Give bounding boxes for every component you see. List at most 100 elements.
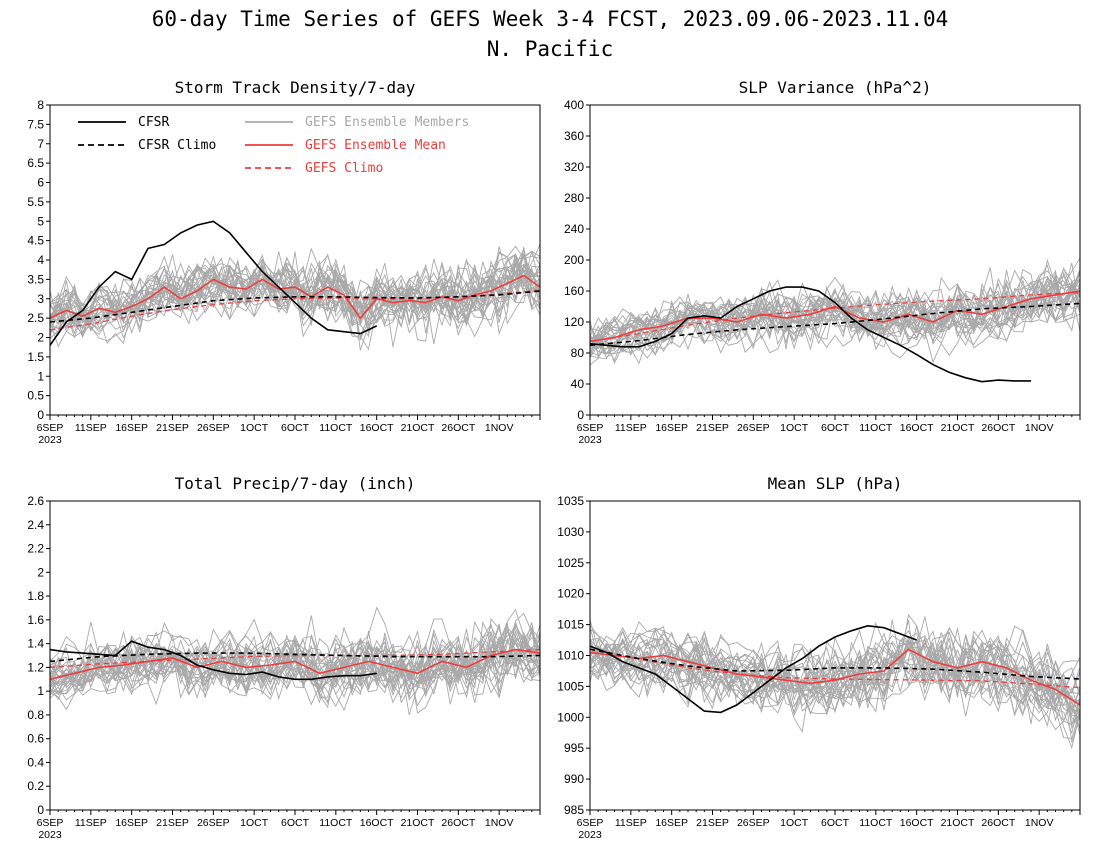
- x-tick-label: 16OCT: [360, 817, 394, 829]
- y-tick-label: 280: [564, 191, 584, 205]
- ensemble-member-line: [590, 640, 1080, 711]
- y-tick-label: 4: [37, 253, 44, 267]
- x-tick-label: 21OCT: [401, 422, 435, 434]
- x-tick-label: 26OCT: [441, 817, 475, 829]
- y-tick-label: 1005: [557, 679, 584, 693]
- chart-title: Storm Track Density/7-day: [175, 78, 416, 97]
- y-tick-label: 1: [37, 684, 44, 698]
- y-tick-label: 80: [571, 346, 585, 360]
- ensemble-member-line: [590, 645, 1080, 735]
- x-tick-label: 1OCT: [240, 422, 269, 434]
- x-tick-label: 16SEP: [115, 817, 148, 829]
- x-year-label: 2023: [38, 829, 62, 841]
- y-tick-label: 1.5: [27, 350, 44, 364]
- y-tick-label: 1035: [557, 494, 584, 508]
- y-tick-label: 240: [564, 222, 584, 236]
- y-tick-label: 0.4: [27, 755, 44, 769]
- x-tick-label: 26OCT: [441, 422, 475, 434]
- y-tick-label: 120: [564, 315, 584, 329]
- y-tick-label: 990: [564, 772, 584, 786]
- x-year-label: 2023: [578, 434, 602, 446]
- ensemble-member-line: [590, 279, 1080, 343]
- x-tick-label: 1NOV: [485, 817, 514, 829]
- ensemble-member-line: [50, 254, 540, 351]
- legend-cfsr-climo-label: CFSR Climo: [138, 138, 216, 153]
- y-tick-label: 0: [577, 408, 584, 422]
- y-tick-label: 5.5: [27, 195, 44, 209]
- x-year-label: 2023: [578, 829, 602, 841]
- y-tick-label: 8: [37, 98, 44, 112]
- ensemble-member-line: [590, 280, 1080, 343]
- ensemble-member-line: [590, 276, 1080, 358]
- y-tick-label: 1025: [557, 556, 584, 570]
- y-tick-label: 5: [37, 214, 44, 228]
- y-tick-label: 4.5: [27, 234, 44, 248]
- x-tick-label: 21SEP: [156, 422, 189, 434]
- x-tick-label: 21SEP: [156, 817, 189, 829]
- x-tick-label: 6OCT: [821, 422, 850, 434]
- x-tick-label: 16OCT: [360, 422, 394, 434]
- ensemble-member-line: [590, 287, 1080, 365]
- y-tick-label: 985: [564, 803, 584, 817]
- ensemble-member-line: [590, 291, 1080, 364]
- gefs-mean-line: [50, 648, 540, 681]
- x-tick-label: 11OCT: [319, 817, 353, 829]
- chart-title: Total Precip/7-day (inch): [175, 474, 416, 493]
- legend-cfsr-label: CFSR: [138, 115, 169, 130]
- chart-panel-3: Total Precip/7-day (inch)00.20.40.60.811…: [27, 474, 541, 841]
- y-tick-label: 2.4: [27, 518, 44, 532]
- x-tick-label: 6SEP: [577, 422, 604, 434]
- y-tick-label: 1010: [557, 649, 584, 663]
- gefs-climo-line: [50, 648, 540, 669]
- x-tick-label: 26SEP: [737, 422, 770, 434]
- ensemble-member-line: [50, 628, 540, 687]
- chart-title: SLP Variance (hPa^2): [739, 78, 932, 97]
- ensemble-member-line: [50, 621, 540, 685]
- y-tick-label: 2.2: [27, 542, 44, 556]
- y-tick-label: 1015: [557, 618, 584, 632]
- x-tick-label: 11SEP: [75, 817, 107, 829]
- x-tick-label: 1OCT: [780, 422, 809, 434]
- ensemble-member-line: [50, 257, 540, 336]
- x-tick-label: 11SEP: [75, 422, 107, 434]
- ensemble-member-line: [50, 631, 540, 714]
- ensemble-member-line: [50, 636, 540, 696]
- x-tick-label: 16SEP: [655, 422, 688, 434]
- y-tick-label: 6: [37, 176, 44, 190]
- legend-members-label: GEFS Ensemble Members: [305, 115, 469, 130]
- y-tick-label: 1.4: [27, 637, 44, 651]
- x-tick-label: 26SEP: [737, 817, 770, 829]
- y-tick-label: 2: [37, 565, 44, 579]
- x-tick-label: 11SEP: [615, 817, 647, 829]
- x-tick-label: 11OCT: [859, 422, 893, 434]
- panels: Storm Track Density/7-day 0 0.5 1 1.5 2 2.5 3 3.…: [27, 78, 1081, 841]
- x-tick-label: 1OCT: [240, 817, 269, 829]
- ensemble-member-line: [590, 619, 1080, 724]
- y-tick-label: 1.6: [27, 613, 44, 627]
- y-tick-label: 0.2: [27, 779, 44, 793]
- ensemble-member-line: [590, 656, 1080, 750]
- gefs-climo-line: [590, 291, 1080, 343]
- chart-panel-1: Storm Track Density/7-day 0 0.5 1 1.5 2 2.5 3 3.…: [27, 78, 541, 446]
- ensemble-member-line: [590, 262, 1080, 348]
- x-tick-label: 26SEP: [197, 817, 230, 829]
- x-tick-label: 21SEP: [696, 422, 729, 434]
- cfsr-line: [590, 624, 917, 714]
- ensemble-member-line: [590, 651, 1080, 728]
- y-tick-label: 0: [37, 408, 44, 422]
- ensemble-member-line: [50, 620, 540, 689]
- x-tick-label: 6SEP: [577, 817, 604, 829]
- x-tick-label: 16SEP: [115, 422, 148, 434]
- y-tick-label: 7: [37, 137, 44, 151]
- cfsr-climo-line: [590, 302, 1080, 347]
- ensemble-members: [590, 257, 1080, 366]
- x-tick-label: 21OCT: [941, 422, 975, 434]
- ensemble-member-line: [50, 246, 540, 323]
- ensemble-member-line: [50, 248, 540, 327]
- y-tick-label: 320: [564, 160, 584, 174]
- y-tick-label: 0.8: [27, 708, 44, 722]
- chart-panel-2: SLP Variance (hPa^2) 0 40 80 120 160 200 240 280…: [564, 78, 1081, 446]
- x-tick-label: 11OCT: [319, 422, 353, 434]
- y-tick-label: 1000: [557, 710, 584, 724]
